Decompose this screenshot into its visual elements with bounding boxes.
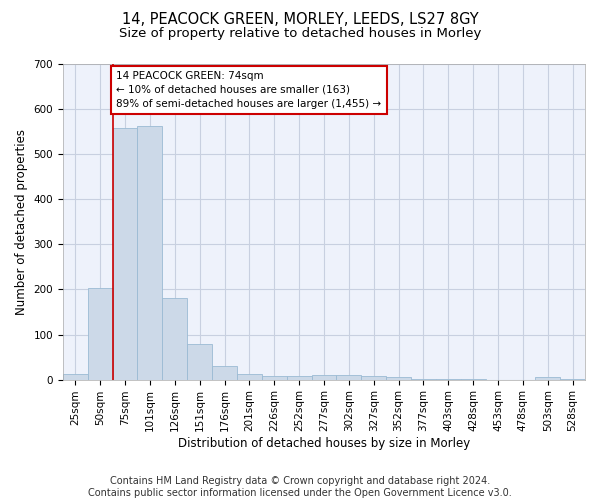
Text: 14, PEACOCK GREEN, MORLEY, LEEDS, LS27 8GY: 14, PEACOCK GREEN, MORLEY, LEEDS, LS27 8…	[122, 12, 478, 28]
Bar	[311, 375, 337, 380]
Text: Size of property relative to detached houses in Morley: Size of property relative to detached ho…	[119, 28, 481, 40]
Bar	[163, 298, 187, 380]
Bar	[337, 375, 361, 380]
X-axis label: Distribution of detached houses by size in Morley: Distribution of detached houses by size …	[178, 437, 470, 450]
Bar	[262, 376, 287, 380]
Bar	[88, 288, 113, 380]
Bar	[411, 378, 436, 380]
Bar	[287, 376, 311, 380]
Bar	[187, 344, 212, 380]
Text: Contains HM Land Registry data © Crown copyright and database right 2024.
Contai: Contains HM Land Registry data © Crown c…	[88, 476, 512, 498]
Bar	[212, 366, 237, 380]
Bar	[113, 128, 137, 380]
Bar	[535, 378, 560, 380]
Text: 14 PEACOCK GREEN: 74sqm
← 10% of detached houses are smaller (163)
89% of semi-d: 14 PEACOCK GREEN: 74sqm ← 10% of detache…	[116, 71, 382, 109]
Bar	[237, 374, 262, 380]
Bar	[361, 376, 386, 380]
Y-axis label: Number of detached properties: Number of detached properties	[15, 129, 28, 315]
Bar	[137, 126, 163, 380]
Bar	[63, 374, 88, 380]
Bar	[386, 378, 411, 380]
